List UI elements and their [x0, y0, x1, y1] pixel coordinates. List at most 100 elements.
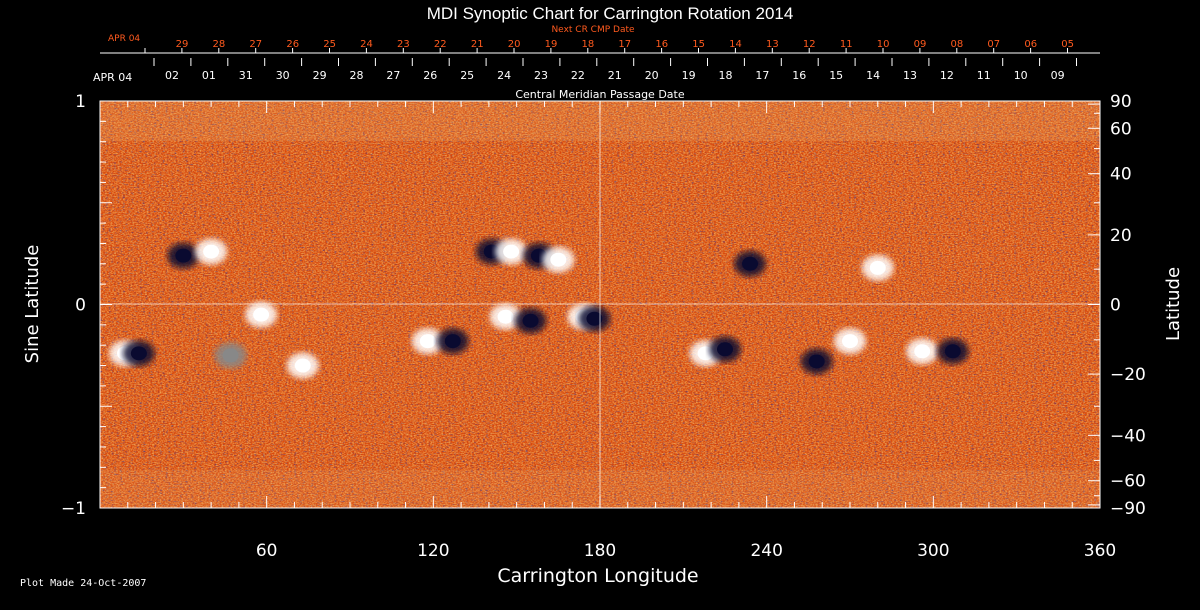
active-region-core [294, 358, 311, 373]
active-region-core [222, 348, 239, 363]
top-tick-label: 15 [692, 39, 705, 50]
top-tick-label: 12 [803, 39, 816, 50]
cmp-tick-label: 26 [423, 69, 437, 82]
top-tick-label: 28 [213, 39, 226, 50]
cmp-tick-label: 12 [940, 69, 954, 82]
chart-title: MDI Synoptic Chart for Carrington Rotati… [427, 4, 794, 23]
cmp-tick-label: 10 [1014, 69, 1028, 82]
top-tick-label: 05 [1061, 39, 1074, 50]
top-tick-label: 11 [840, 39, 853, 50]
active-region-core [503, 244, 520, 259]
cmp-tick-label: 11 [977, 69, 991, 82]
top-tick-label: 22 [434, 39, 447, 50]
top-tick-label: 24 [360, 39, 373, 50]
x-tick-label: 120 [417, 541, 449, 561]
top-tick-label: 26 [286, 39, 299, 50]
cmp-tick-label: 16 [792, 69, 806, 82]
x-axis-label: Carrington Longitude [497, 565, 698, 587]
cmp-tick-label: 19 [682, 69, 696, 82]
top-tick-label: 18 [582, 39, 595, 50]
cmp-tick-label: 18 [719, 69, 733, 82]
top-tick-label: 17 [618, 39, 631, 50]
top-tick-label: 09 [914, 39, 927, 50]
active-region-core [550, 252, 567, 267]
top-tick-label: 27 [249, 39, 262, 50]
active-region-core [130, 346, 147, 361]
cmp-tick-label: 15 [829, 69, 843, 82]
x-tick-label: 240 [750, 541, 782, 561]
y-left-tick-label: 0 [75, 296, 86, 316]
y-left-tick-label: −1 [61, 499, 86, 519]
cmp-tick-label: 27 [386, 69, 400, 82]
y-right-tick-label: 20 [1110, 226, 1132, 246]
cmp-tick-label: 20 [645, 69, 659, 82]
cmp-tick-label: 25 [460, 69, 474, 82]
active-regions [109, 238, 969, 379]
top-tick-label: 20 [508, 39, 521, 50]
cmp-tick-label: 17 [755, 69, 769, 82]
active-region-core [483, 244, 500, 259]
active-region-core [522, 313, 539, 328]
cmp-axis-start-label: APR 04 [93, 71, 132, 84]
top-tick-label: 16 [655, 39, 668, 50]
active-region-core [869, 260, 886, 275]
top-tick-label: 06 [1024, 39, 1037, 50]
y-right-axis-label: Latitude [1163, 267, 1184, 341]
plot-made-note: Plot Made 24-Oct-2007 [20, 578, 147, 589]
cmp-tick-label: 28 [350, 69, 364, 82]
active-region-core [203, 244, 220, 259]
y-right-tick-label: 90 [1110, 92, 1132, 112]
top-tick-label: 14 [729, 39, 742, 50]
top-tick-label: 10 [877, 39, 890, 50]
y-right-tick-label: −60 [1110, 472, 1146, 492]
top-tick-label: 29 [176, 39, 189, 50]
cmp-tick-label: 02 [165, 69, 179, 82]
cmp-tick-label: 24 [497, 69, 511, 82]
active-region-core [444, 334, 461, 349]
active-region-core [586, 311, 603, 326]
top-tick-label: 07 [987, 39, 1000, 50]
top-axis-ticks: 29 28 27 26 25 24 23 22 21 20 19 18 17 16 15 14 13 12 11 10… [144, 39, 1074, 53]
cmp-tick-label: 21 [608, 69, 622, 82]
cmp-tick-label: 14 [866, 69, 880, 82]
top-axis-start-label: APR 04 [108, 34, 140, 44]
top-axis-label: Next CR CMP Date [551, 25, 635, 35]
active-region-core [497, 309, 514, 324]
active-region-core [808, 354, 825, 369]
y-right-tick-label: −20 [1110, 365, 1146, 385]
active-region-core [253, 307, 270, 322]
y-right-tick-label: 60 [1110, 119, 1132, 139]
top-tick-label: 08 [951, 39, 964, 50]
active-region-core [717, 342, 733, 357]
cmp-tick-label: 31 [239, 69, 253, 82]
y-right-tick-label: 40 [1110, 165, 1132, 185]
active-region-core [842, 334, 858, 349]
cmp-axis-ticks: 02 01 31 30 29 28 27 26 25 24 23 22 21 20 19 18 17 16 15 14… [153, 58, 1077, 82]
top-tick-label: 19 [545, 39, 558, 50]
y-right-tick-label: 0 [1110, 296, 1121, 316]
cmp-tick-label: 09 [1051, 69, 1065, 82]
cmp-tick-label: 23 [534, 69, 548, 82]
active-region-core [175, 248, 192, 263]
cmp-tick-label: 29 [313, 69, 327, 82]
active-region-core [944, 344, 961, 359]
top-tick-label: 25 [323, 39, 336, 50]
active-region-core [914, 344, 931, 359]
top-tick-label: 13 [766, 39, 779, 50]
y-left-tick-label: 1 [75, 92, 86, 112]
x-axis-ticks: 60 120 180 240 300 360 [99, 101, 1116, 561]
y-right-tick-label: −90 [1110, 499, 1146, 519]
cmp-axis-label: Central Meridian Passage Date [515, 88, 684, 101]
top-tick-label: 23 [397, 39, 410, 50]
cmp-tick-label: 13 [903, 69, 917, 82]
y-left-axis-ticks: 1 0 −1 [61, 92, 112, 519]
top-tick-label: 21 [471, 39, 484, 50]
cmp-tick-label: 30 [276, 69, 290, 82]
y-right-axis-ticks: 90 60 40 20 0 −20 −40 −60 −90 [1088, 92, 1146, 519]
x-tick-label: 180 [584, 541, 616, 561]
x-tick-label: 60 [256, 541, 278, 561]
active-region-core [742, 256, 758, 271]
y-left-axis-label: Sine Latitude [22, 245, 43, 364]
x-tick-label: 300 [917, 541, 949, 561]
